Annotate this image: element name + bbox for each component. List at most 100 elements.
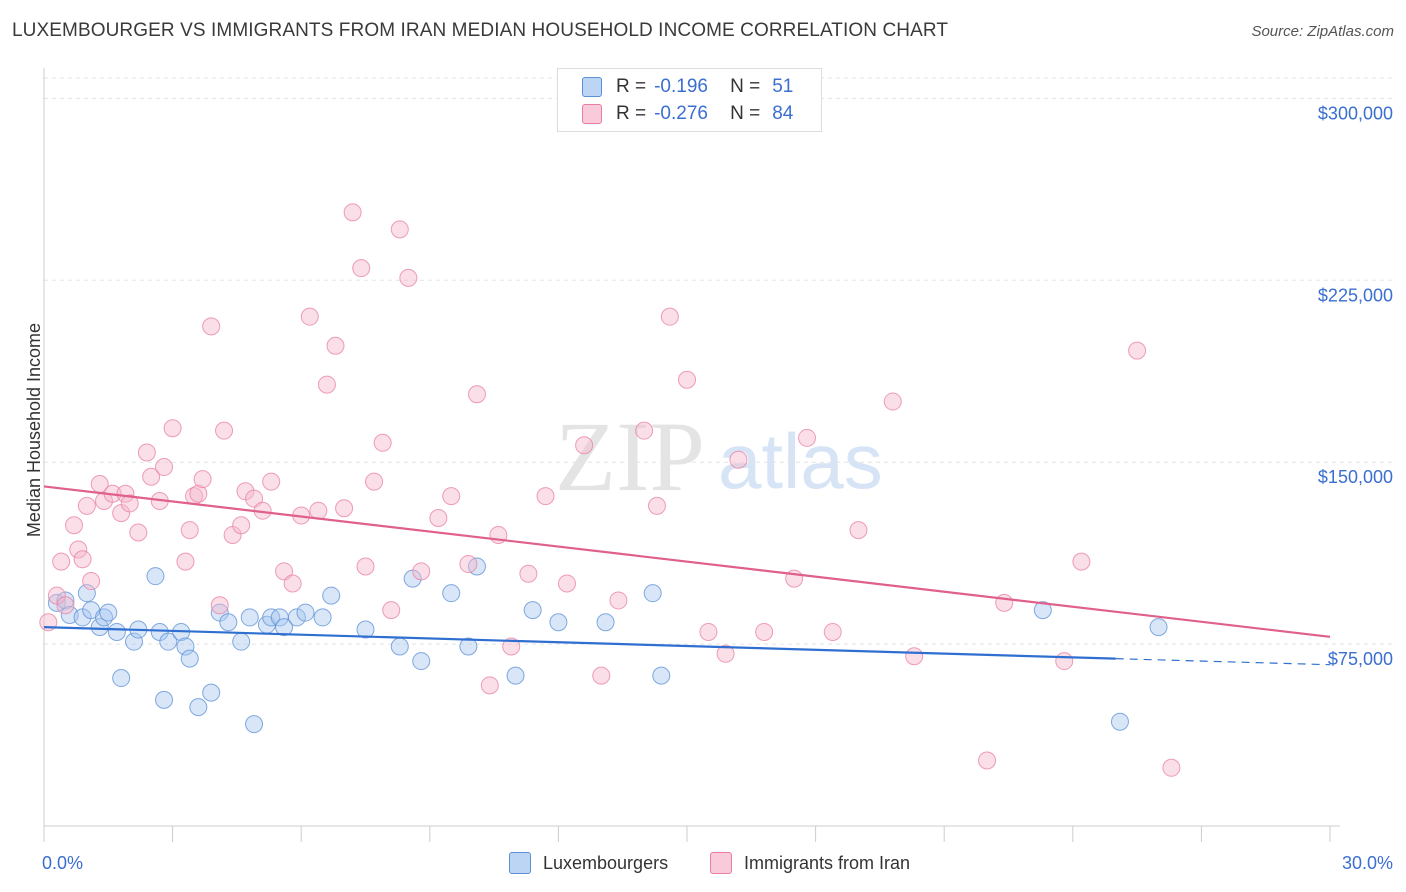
- iran-point-69: [699, 622, 718, 641]
- iran-point-71: [729, 450, 748, 469]
- chart-title: LUXEMBOURGER VS IMMIGRANTS FROM IRAN MED…: [12, 20, 949, 41]
- iran-trendline: [43, 485, 1331, 638]
- legend-swatch-iran: [582, 104, 602, 124]
- y-axis-label: Median Household Income: [24, 323, 44, 537]
- legend-n-value: 51: [772, 76, 794, 97]
- luxembourger-point-19: [180, 649, 199, 668]
- iran-point-30: [232, 516, 251, 535]
- iran-point-38: [300, 307, 319, 326]
- luxembourger-point-16: [159, 632, 178, 651]
- luxembourger-point-9: [107, 622, 126, 641]
- luxembourger-point-20: [189, 698, 208, 717]
- iran-point-19: [155, 458, 174, 477]
- iran-point-50: [399, 268, 418, 287]
- legend-n-value: 84: [772, 103, 794, 124]
- luxembourger-point-8: [99, 603, 118, 622]
- iran-point-2: [52, 552, 71, 571]
- watermark-zip: ZIP: [555, 401, 705, 512]
- iran-point-25: [193, 470, 212, 489]
- luxembourger-point-24: [232, 632, 251, 651]
- iran-point-55: [467, 385, 486, 404]
- luxembourger-point-36: [390, 637, 409, 656]
- luxembourger-point-50: [1149, 618, 1168, 637]
- iran-point-42: [335, 499, 354, 518]
- iran-point-26: [202, 317, 221, 336]
- iran-point-51: [412, 562, 431, 581]
- watermark: ZIP atlas: [555, 401, 883, 512]
- legend-label: Luxembourgers: [543, 852, 669, 873]
- legend-label: Immigrants from Iran: [744, 852, 911, 873]
- legend-r-value: -0.196: [654, 76, 708, 97]
- iran-point-6: [73, 550, 92, 569]
- luxembourger-point-10: [112, 669, 131, 688]
- legend-n-label: N =: [730, 76, 761, 97]
- iran-point-47: [373, 433, 392, 452]
- iran-point-48: [382, 601, 401, 620]
- iran-point-3: [56, 596, 75, 615]
- iran-point-24: [189, 484, 208, 503]
- iran-point-5: [69, 540, 88, 559]
- iran-point-62: [575, 436, 594, 455]
- luxembourger-point-45: [596, 613, 615, 632]
- luxembourger-point-35: [356, 620, 375, 639]
- legend-r-value: -0.276: [654, 103, 708, 124]
- axes: [43, 68, 1340, 842]
- iran-point-59: [519, 564, 538, 583]
- chart-source: Source: ZipAtlas.com: [1251, 23, 1394, 40]
- iran-point-13: [116, 484, 135, 503]
- legend-row-luxembourgers: R = -0.196 N = 51: [582, 75, 793, 99]
- luxembourger-point-42: [506, 666, 525, 685]
- iran-point-56: [480, 676, 499, 695]
- iran-point-53: [442, 487, 461, 506]
- x-tick-label-end: 30.0%: [1342, 853, 1393, 873]
- iran-point-76: [849, 521, 868, 540]
- luxembourger-point-46: [643, 584, 662, 603]
- luxembourger-trendline: [43, 626, 1116, 660]
- luxembourger-point-33: [313, 608, 332, 627]
- iran-point-67: [660, 307, 679, 326]
- x-tick-label-start: 0.0%: [42, 853, 83, 873]
- stats-legend: R = -0.196 N = 51 R = -0.276 N = 84: [557, 68, 822, 132]
- iran-point-82: [1072, 552, 1091, 571]
- luxembourger-point-26: [245, 715, 264, 734]
- luxembourger-point-18: [176, 637, 195, 656]
- iran-point-22: [180, 521, 199, 540]
- iran-point-66: [647, 496, 666, 515]
- legend-swatch: [509, 852, 531, 874]
- iran-point-79: [978, 751, 997, 770]
- y-tick-label-3: $300,000: [1318, 103, 1393, 123]
- grid-lines: [44, 77, 1395, 645]
- luxembourger-point-6: [90, 618, 109, 637]
- iran-point-81: [1055, 652, 1074, 671]
- iran-point-70: [716, 644, 735, 663]
- iran-point-41: [326, 336, 345, 355]
- iran-point-72: [755, 622, 774, 641]
- luxembourger-point-49: [1110, 712, 1129, 731]
- luxembourger-point-4: [77, 584, 96, 603]
- iran-point-64: [609, 591, 628, 610]
- luxembourger-point-34: [322, 586, 341, 605]
- iran-point-40: [317, 375, 336, 394]
- iran-point-83: [1128, 341, 1147, 360]
- luxembourger-point-15: [155, 690, 174, 709]
- iran-point-4: [65, 516, 84, 535]
- y-tick-label-2: $225,000: [1318, 285, 1393, 305]
- trend-lines: [43, 485, 1331, 666]
- iran-point-15: [129, 523, 148, 542]
- iran-point-78: [905, 647, 924, 666]
- iran-point-63: [592, 666, 611, 685]
- iran-point-75: [823, 622, 842, 641]
- y-tick-label-0: $75,000: [1328, 649, 1393, 669]
- iran-point-39: [309, 501, 328, 520]
- iran-point-34: [262, 472, 281, 491]
- legend-row-iran: R = -0.276 N = 84: [582, 102, 793, 126]
- luxembourger-point-32: [296, 603, 315, 622]
- iran-point-45: [356, 557, 375, 576]
- iran-point-7: [77, 496, 96, 515]
- luxembourger-point-11: [125, 632, 144, 651]
- legend-item-luxembourgers[interactable]: Luxembourgers: [509, 852, 668, 874]
- iran-point-28: [215, 421, 234, 440]
- legend-item-iran[interactable]: Immigrants from Iran: [710, 852, 910, 874]
- iran-point-43: [343, 203, 362, 222]
- iran-point-49: [390, 220, 409, 239]
